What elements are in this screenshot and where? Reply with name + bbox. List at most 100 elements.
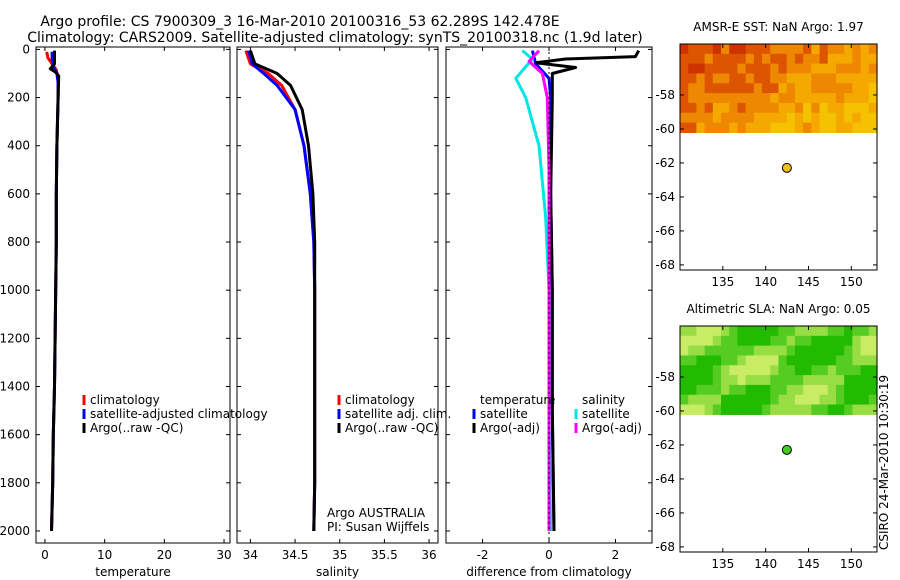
sst-grid-cell [835,73,845,84]
sst-grid-cell [721,63,730,75]
sst-grid-cell [868,83,878,94]
temperature-xlabel: temperature [95,565,170,579]
sla-grid-cell [844,404,853,415]
sla-grid-cell [753,365,763,376]
sla-grid-cell [680,375,689,386]
sst-grid-cell [712,83,722,94]
sst-grid-cell [737,102,747,114]
sst-grid-cell [680,93,689,104]
sst-grid-cell [844,112,853,124]
sst-grid-cell [803,102,812,114]
sla-grid-cell [852,394,862,406]
sst-grid-cell [868,73,878,84]
temperature-ytick-label: 600 [7,187,30,201]
sst-grid-cell [811,53,821,65]
sla-grid-cell [770,326,780,337]
sst-grid-cell [704,53,714,65]
sla-grid-cell [737,326,747,337]
temperature-legend-label: Argo(..raw -QC) [90,421,183,435]
sst-grid-cell [827,93,837,104]
sst-grid-cell [680,44,689,55]
sla-grid-cell [704,326,714,337]
sla-grid-cell [688,384,698,396]
sla-grid-cell [778,404,788,415]
salinity-annotation: Argo AUSTRALIA [327,506,426,520]
sla-grid-cell [811,335,821,347]
sst-grid-cell [696,112,706,124]
sla-grid-cell [811,355,821,366]
salinity-legend-label: Argo(..raw -QC) [345,421,438,435]
sla-grid-cell [729,335,739,347]
sst-grid-cell [696,73,706,84]
temperature-ytick-label: 1200 [0,331,30,345]
sla-grid-cell [745,404,755,415]
sla-grid-cell [688,355,698,366]
sla-grid-cell [696,404,706,415]
sst-grid-cell [827,53,837,65]
sst-grid-cell [860,73,870,84]
sst-ytick-label: -58 [655,88,675,102]
sst-grid-cell [827,112,837,124]
sla-grid-cell [680,326,689,337]
sla-grid-cell [803,375,812,386]
sst-grid-cell [745,53,755,65]
sst-grid-cell [835,102,845,114]
sla-grid-cell [868,404,878,415]
sla-grid-cell [819,375,829,386]
sla-grid-cell [762,375,771,386]
sla-grid-cell [688,375,698,386]
sla-grid-cell [868,384,878,396]
temperature-legend-label: climatology [90,393,160,407]
difference-xtick-label: 2 [612,548,620,562]
sst-grid-cell [786,73,796,84]
sst-grid-cell [868,122,878,133]
sla-grid-cell [786,394,796,406]
sst-grid-cell [803,53,812,65]
sst-grid-cell [737,122,747,133]
sla-grid-cell [762,355,771,366]
sst-grid-cell [704,83,714,94]
sla-grid-cell [721,355,730,366]
sla-grid-cell [819,345,829,357]
sla-grid-cell [794,345,804,357]
sla-grid-cell [835,335,845,347]
sla-grid-cell [737,375,747,386]
sla-grid-cell [803,365,812,376]
sst-grid-cell [753,102,763,114]
sla-grid-cell [786,355,796,366]
sla-grid-cell [753,394,763,406]
sla-grid-cell [712,375,722,386]
sla-grid-cell [712,335,722,347]
difference-temperature-legend-label: satellite [480,407,528,421]
sla-grid-cell [688,335,698,347]
sla-grid-cell [696,394,706,406]
sst-ytick-label: -60 [655,122,675,136]
sst-grid-cell [680,102,689,114]
sst-grid-cell [811,112,821,124]
sla-grid-cell [696,355,706,366]
sla-grid-cell [770,335,780,347]
sla-grid-cell [688,365,698,376]
temperature-series-argo-raw-qc- [48,50,61,532]
sst-grid-cell [770,93,780,104]
salinity-axes-frame [236,46,439,544]
sst-grid-cell [696,122,706,133]
sla-grid-cell [729,345,739,357]
sla-xtick-label: 150 [840,557,863,571]
sla-ytick-label: -64 [655,472,675,486]
sla-grid-cell [704,365,714,376]
sla-grid-cell [786,384,796,396]
sst-grid-cell [680,73,689,84]
temperature-ytick-label: 1000 [0,283,30,297]
sla-grid-cell [704,345,714,357]
sla-grid-cell [852,355,862,366]
difference-legend-header: temperature [480,393,555,407]
sst-grid-cell [860,83,870,94]
sst-grid-cell [721,112,730,124]
sla-grid-cell [753,404,763,415]
sst-grid-cell [753,53,763,65]
sst-grid-cell [762,44,771,55]
sla-grid-cell [762,394,771,406]
sst-grid-cell [712,122,722,133]
temperature-panel: 0 10 20 30 0 200 400 600 800 1000 1200 1400 1600 1800… [0,42,232,579]
